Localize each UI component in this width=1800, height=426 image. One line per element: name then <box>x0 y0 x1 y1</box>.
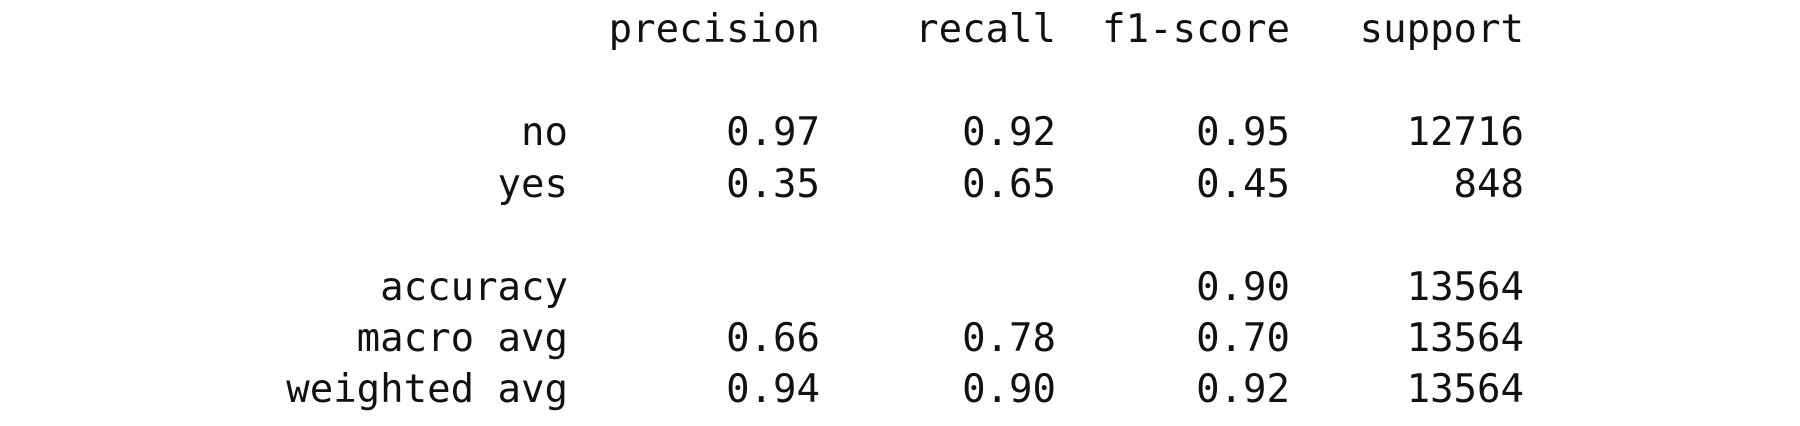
precision-value: 0.66 <box>726 316 820 361</box>
header-precision: precision <box>608 7 820 52</box>
recall-value: 0.92 <box>962 110 1056 155</box>
header-support: support <box>1359 7 1524 52</box>
f1-score-value: 0.45 <box>1196 162 1290 207</box>
row-label: macro avg <box>356 316 568 361</box>
f1-score-value: 0.90 <box>1196 265 1290 310</box>
recall-value: 0.90 <box>962 367 1056 412</box>
header-row: precision recall f1-score support <box>0 6 1800 54</box>
summary-row-weighted-avg: weighted avg 0.94 0.90 0.92 13564 <box>0 366 1800 414</box>
summary-row-macro-avg: macro avg 0.66 0.78 0.70 13564 <box>0 315 1800 363</box>
recall-value: 0.65 <box>962 162 1056 207</box>
class-row-no: no 0.97 0.92 0.95 12716 <box>0 109 1800 157</box>
support-value: 13564 <box>1406 367 1524 412</box>
header-f1-score: f1-score <box>1102 7 1290 52</box>
row-label: yes <box>497 162 568 207</box>
f1-score-value: 0.92 <box>1196 367 1290 412</box>
support-value: 13564 <box>1406 316 1524 361</box>
support-value: 13564 <box>1406 265 1524 310</box>
row-label: no <box>521 110 568 155</box>
row-label: weighted avg <box>286 367 568 412</box>
header-recall: recall <box>915 7 1056 52</box>
f1-score-value: 0.70 <box>1196 316 1290 361</box>
row-label: accuracy <box>380 265 568 310</box>
support-value: 848 <box>1453 162 1524 207</box>
class-row-yes: yes 0.35 0.65 0.45 848 <box>0 161 1800 209</box>
precision-value: 0.97 <box>726 110 820 155</box>
f1-score-value: 0.95 <box>1196 110 1290 155</box>
precision-value: 0.35 <box>726 162 820 207</box>
summary-row-accuracy: accuracy 0.90 13564 <box>0 264 1800 312</box>
support-value: 12716 <box>1406 110 1524 155</box>
precision-value: 0.94 <box>726 367 820 412</box>
recall-value: 0.78 <box>962 316 1056 361</box>
